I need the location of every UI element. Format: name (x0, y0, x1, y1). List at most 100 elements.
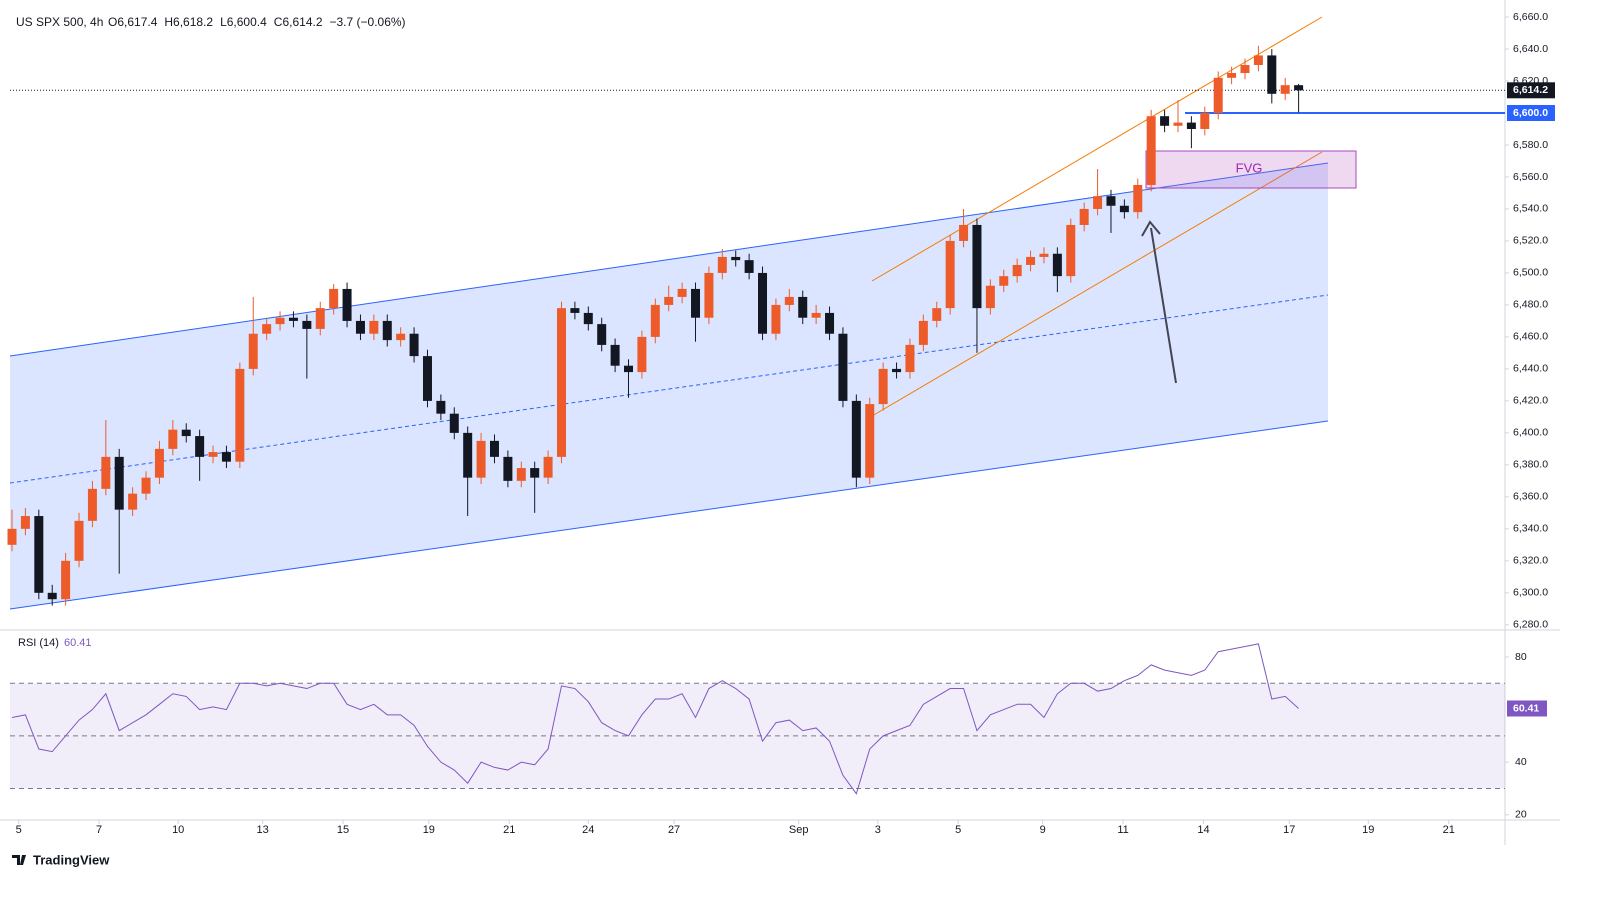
candle-body (1240, 65, 1250, 74)
candle-body (945, 240, 955, 309)
candle-body (691, 288, 701, 318)
y-tick-label: 6,480.0 (1513, 299, 1548, 311)
candle-body (1119, 205, 1129, 213)
fvg-label: FVG (1236, 160, 1263, 175)
channel-mid (9, 294, 1329, 484)
x-tick-label: 9 (1040, 824, 1046, 836)
candle-body (731, 256, 741, 261)
candle-body (1106, 196, 1116, 206)
candle-body (382, 320, 392, 341)
candle-body (34, 516, 44, 593)
candle-body (650, 304, 660, 337)
candle-body (918, 320, 928, 345)
y-tick-label: 6,660.0 (1513, 11, 1548, 23)
candle-body (1160, 116, 1170, 126)
candle-body (798, 296, 808, 318)
candle-body (288, 317, 298, 321)
candle-body (369, 320, 379, 334)
y-tick-label: 6,340.0 (1513, 523, 1548, 535)
candle-body (664, 296, 674, 305)
x-tick-label: 15 (337, 824, 349, 836)
candle-body (101, 456, 111, 489)
x-tick-label: 27 (668, 824, 680, 836)
channel-fill (10, 163, 1328, 609)
candle-body (999, 276, 1009, 286)
last-price-label: 6,614.2 (1513, 84, 1548, 96)
candle-body (1227, 73, 1237, 78)
candle-body (1133, 184, 1143, 213)
candle-body (181, 429, 191, 437)
candle-body (1294, 85, 1304, 91)
candle-body (1213, 77, 1223, 113)
candle-body (128, 493, 138, 510)
candle-body (61, 560, 71, 600)
candle-body (851, 400, 861, 478)
rsi-y-tick-label: 20 (1515, 809, 1527, 821)
candle-body (476, 440, 486, 478)
candle-body (530, 468, 540, 478)
candle-body (1012, 264, 1022, 277)
x-tick-label: 19 (423, 824, 435, 836)
candle-body (422, 356, 432, 401)
rising-channel-lower (871, 151, 1323, 417)
arrow (1150, 227, 1177, 384)
candle-body (865, 404, 875, 478)
x-tick-label: 24 (582, 824, 594, 836)
candle-body (114, 456, 124, 510)
ohlc-label: H6,618.2 (164, 15, 213, 29)
candle-body (1280, 85, 1290, 94)
candle-body (355, 320, 365, 334)
channel-upper (9, 162, 1329, 357)
candle-body (543, 456, 553, 478)
candle-body (972, 224, 982, 309)
candle-body (1146, 116, 1156, 185)
candle-body (704, 272, 714, 318)
candle-body (248, 333, 258, 369)
candle-body (1093, 196, 1103, 209)
candle-body (1026, 256, 1036, 265)
candle-body (825, 312, 835, 334)
candle-body (503, 456, 513, 481)
candle-body (20, 516, 30, 529)
x-tick-label: 7 (96, 824, 102, 836)
candle-body (436, 400, 446, 414)
y-tick-label: 6,300.0 (1513, 587, 1548, 599)
candle-body (168, 429, 178, 449)
candle-body (811, 312, 821, 318)
y-tick-label: 6,560.0 (1513, 171, 1548, 183)
y-tick-label: 6,420.0 (1513, 395, 1548, 407)
y-tick-label: 6,460.0 (1513, 331, 1548, 343)
candle-body (516, 468, 526, 481)
candle-body (985, 285, 995, 309)
x-tick-label: 21 (1443, 824, 1455, 836)
candle-body (1039, 253, 1049, 257)
candle-body (624, 365, 634, 373)
rsi-y-tick-label: 40 (1515, 756, 1527, 768)
candle-body (409, 333, 419, 357)
arrow-head (1141, 220, 1161, 237)
candle-body (74, 520, 84, 561)
candle-body (1066, 224, 1076, 277)
candle-body (449, 413, 459, 433)
candle-body (744, 260, 754, 273)
candle-body (275, 317, 285, 325)
y-tick-label: 6,640.0 (1513, 43, 1548, 55)
ohlc-label: C6,614.2 (274, 15, 323, 29)
brand-logo (12, 855, 26, 865)
x-tick-label: 13 (257, 824, 269, 836)
candle-body (1079, 208, 1089, 225)
candle-body (878, 368, 888, 405)
ohlc-label: L6,600.4 (220, 15, 267, 29)
y-tick-label: 6,380.0 (1513, 459, 1548, 471)
y-tick-label: 6,320.0 (1513, 555, 1548, 567)
x-tick-label: 14 (1197, 824, 1209, 836)
candle-body (262, 324, 272, 334)
candle-body (463, 432, 473, 478)
rsi-badge-label: 60.41 (1513, 702, 1539, 714)
candle-body (195, 436, 205, 457)
candle-body (784, 296, 794, 305)
rsi-value: 60.41 (64, 637, 92, 649)
candle-body (583, 312, 593, 325)
candle-body (329, 288, 339, 309)
candle-body (221, 452, 231, 462)
